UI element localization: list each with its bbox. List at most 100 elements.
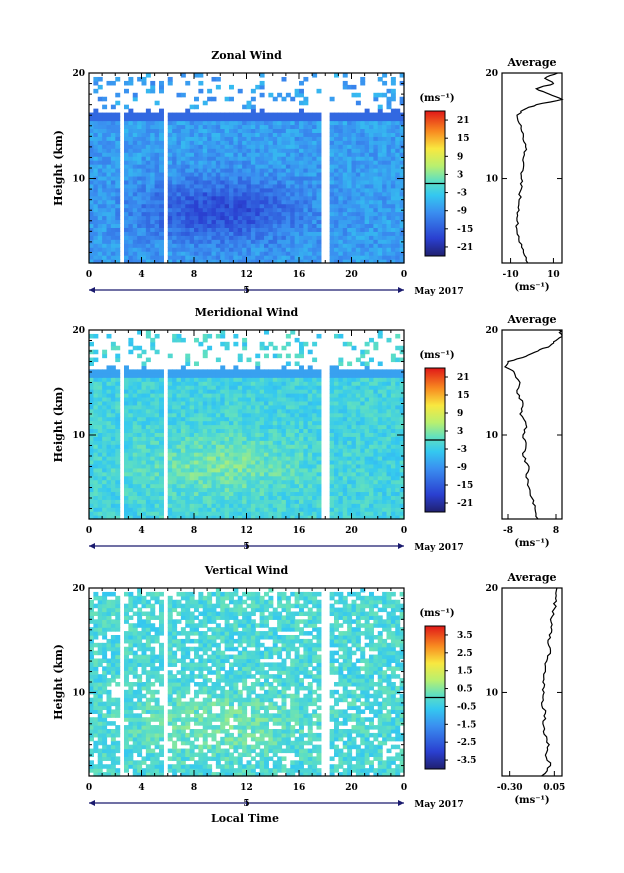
heatmap-cell [334, 231, 339, 236]
heatmap-cell [395, 211, 401, 217]
heatmap-cell [89, 148, 94, 153]
heatmap-cell [259, 219, 265, 225]
heatmap-cell [97, 168, 103, 173]
heatmap-cell [102, 396, 108, 402]
heatmap-cell [145, 227, 151, 232]
heatmap-cell [89, 404, 94, 410]
heatmap-cell [316, 487, 322, 493]
heatmap-cell [347, 175, 353, 181]
heatmap-cell [102, 152, 108, 157]
heatmap-cell [299, 424, 304, 430]
heatmap-cell [395, 511, 401, 516]
heatmap-cell [102, 187, 108, 193]
heatmap-cell [303, 495, 309, 500]
heatmap-cell [159, 436, 164, 441]
heatmap-cell [255, 416, 261, 422]
heatmap-cell [115, 412, 121, 418]
heatmap-cell [272, 436, 278, 441]
heatmap-cell [102, 491, 108, 496]
heatmap-cell [132, 140, 138, 145]
heatmap-cell [246, 215, 252, 221]
heatmap-cell [285, 491, 291, 496]
heatmap-cell [172, 112, 178, 118]
heatmap-cell [233, 156, 239, 161]
heatmap-cell [207, 96, 213, 102]
heatmap-cell [250, 168, 256, 173]
heatmap-cell [347, 400, 353, 406]
heatmap-cell [115, 463, 121, 469]
heatmap-cell [382, 412, 388, 418]
heatmap-cell [194, 231, 199, 236]
heatmap-cell [194, 168, 199, 173]
heatmap-cell [382, 73, 388, 78]
heatmap-cell [202, 487, 208, 493]
heatmap-cell [360, 483, 366, 489]
heatmap-cell [373, 400, 379, 406]
heatmap-cell [172, 247, 178, 252]
heatmap-cell [255, 84, 261, 90]
heatmap-cell [355, 400, 361, 406]
heatmap-cell [307, 436, 313, 441]
heatmap-cell [390, 219, 396, 225]
heatmap-cell [176, 511, 182, 516]
heatmap-cell [390, 175, 396, 181]
heatmap-cell [272, 432, 278, 437]
heatmap-cell [207, 251, 213, 256]
heatmap-cell [347, 84, 353, 90]
heatmap-cell [250, 88, 256, 94]
heatmap-cell [342, 247, 348, 252]
heatmap-cell [316, 463, 322, 469]
heatmap-cell [132, 515, 138, 520]
heatmap-cell [386, 96, 392, 102]
heatmap-cell [237, 507, 243, 512]
heatmap-cell [382, 112, 388, 118]
heatmap-cell [89, 471, 94, 477]
heatmap-cell [294, 463, 300, 469]
heatmap-cell [172, 128, 178, 133]
heatmap-cell [132, 203, 138, 209]
heatmap-cell [159, 203, 164, 209]
heatmap-cell [211, 448, 217, 453]
heatmap-cell [242, 195, 248, 201]
heatmap-cell [290, 116, 296, 122]
heatmap-cell [145, 412, 151, 418]
heatmap-cell [207, 452, 213, 457]
heatmap-cell [312, 132, 318, 137]
heatmap-cell [285, 511, 291, 516]
heatmap-cell [272, 179, 278, 185]
heatmap-cell [176, 448, 182, 453]
heatmap-cell [242, 491, 248, 496]
heatmap-cell [145, 88, 151, 94]
heatmap-cell [290, 452, 296, 457]
heatmap-cell [373, 179, 379, 185]
heatmap-cell [229, 515, 234, 520]
heatmap-cell [180, 112, 186, 118]
heatmap-cell [290, 459, 296, 465]
heatmap-cell [202, 160, 208, 165]
heatmap-cell [360, 191, 366, 197]
heatmap-cell [360, 175, 366, 181]
heatmap-cell [277, 171, 283, 177]
heatmap-cell [89, 120, 94, 126]
heatmap-cell [316, 396, 322, 402]
heatmap-cell [132, 195, 138, 201]
heatmap-cell [242, 424, 248, 430]
heatmap-cell [338, 495, 344, 500]
heatmap-cell [242, 136, 248, 141]
heatmap-cell [347, 168, 353, 173]
heatmap-cell [364, 396, 370, 402]
heatmap-cell [102, 495, 108, 500]
x-tick-label: 0 [401, 270, 407, 280]
heatmap-cell [207, 128, 213, 133]
heatmap-cell [334, 420, 339, 426]
heatmap-cell [360, 171, 366, 177]
heatmap-cell [299, 251, 304, 256]
heatmap-cell [281, 199, 287, 205]
heatmap-cell [259, 259, 265, 264]
heatmap-cell [141, 231, 147, 236]
heatmap-cell [189, 124, 195, 130]
heatmap-cell [355, 112, 361, 118]
heatmap-cell [316, 471, 322, 477]
heatmap-cell [102, 207, 108, 213]
heatmap-cell [259, 175, 265, 181]
